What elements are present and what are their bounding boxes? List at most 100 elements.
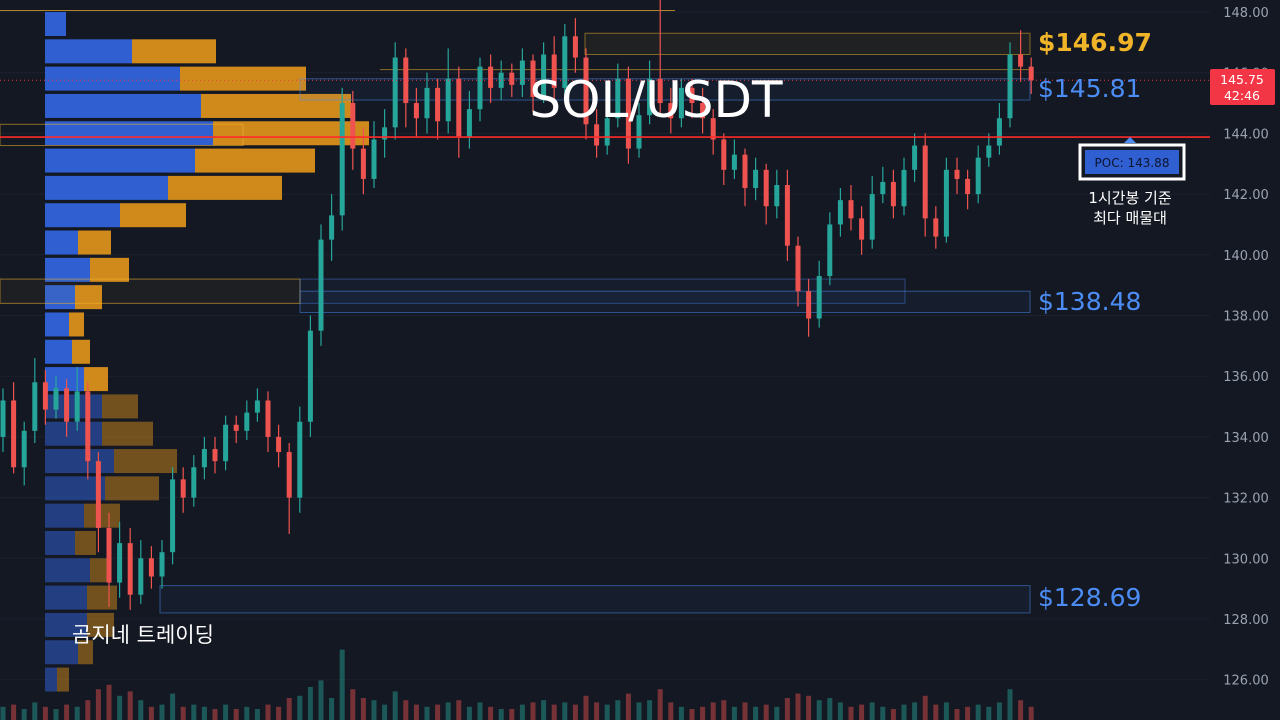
profile-bar-up-5 xyxy=(45,148,195,173)
volume-bar-63 xyxy=(668,702,674,720)
volume-bar-51 xyxy=(541,700,547,720)
candle-body-65 xyxy=(689,87,695,104)
profile-bar-up-24 xyxy=(45,667,57,692)
volume-bar-25 xyxy=(265,704,271,720)
candle-body-34 xyxy=(360,148,366,179)
candle-body-74 xyxy=(784,184,790,246)
zone-left-upper xyxy=(0,123,244,147)
candle-body-40 xyxy=(424,87,430,119)
profile-bar-down-17 xyxy=(105,476,159,501)
volume-bar-59 xyxy=(625,693,631,720)
candle-body-76 xyxy=(806,291,812,319)
candle-body-97 xyxy=(1028,66,1034,81)
candle-body-28 xyxy=(297,421,303,498)
candle-body-18 xyxy=(191,467,197,498)
candle-body-25 xyxy=(265,400,271,437)
volume-bar-9 xyxy=(95,689,101,720)
volume-bar-96 xyxy=(1018,700,1024,720)
volume-bar-46 xyxy=(488,706,494,720)
profile-bar-down-9 xyxy=(90,257,129,282)
volume-bar-38 xyxy=(403,700,409,720)
profile-bar-up-17 xyxy=(45,476,105,501)
volume-bar-85 xyxy=(901,704,907,720)
volume-bar-74 xyxy=(784,698,790,720)
volume-bar-54 xyxy=(572,704,578,720)
profile-bar-up-9 xyxy=(45,257,90,282)
candle-body-9 xyxy=(95,461,101,528)
candle-body-46 xyxy=(488,66,494,88)
y-tick-label-6: 138.00 xyxy=(1223,310,1269,325)
volume-bar-60 xyxy=(636,702,642,720)
volume-bar-73 xyxy=(774,706,780,720)
candle-body-64 xyxy=(678,87,684,119)
candle-body-45 xyxy=(477,66,483,110)
volume-bar-5 xyxy=(53,709,59,720)
profile-bar-up-19 xyxy=(45,530,75,555)
volume-bar-93 xyxy=(986,706,992,720)
candle-body-89 xyxy=(943,169,949,237)
candle-body-7 xyxy=(74,391,80,422)
volume-bar-12 xyxy=(127,691,133,720)
candle-body-75 xyxy=(795,245,801,292)
candle-body-29 xyxy=(307,330,313,422)
candle-body-57 xyxy=(604,118,610,146)
level-label-level-138-48: $138.48 xyxy=(1038,287,1141,316)
candle-body-41 xyxy=(435,87,441,122)
poc-note-line1: 1시간봉 기준 xyxy=(1088,189,1172,207)
volume-bar-77 xyxy=(816,700,822,720)
y-tick-label-11: 148.00 xyxy=(1223,6,1269,21)
volume-bar-62 xyxy=(657,689,663,720)
candle-body-1 xyxy=(11,400,17,468)
candle-body-62 xyxy=(657,78,663,104)
profile-bar-down-20 xyxy=(90,558,108,583)
volume-bar-78 xyxy=(827,698,833,720)
profile-bar-up-16 xyxy=(45,449,114,474)
volume-bar-10 xyxy=(106,684,112,720)
profile-bar-up-18 xyxy=(45,503,84,528)
candle-body-71 xyxy=(753,169,759,189)
zone-left-lower xyxy=(0,278,301,304)
profile-bar-up-23 xyxy=(45,640,78,665)
poc-note-line2: 최다 매물대 xyxy=(1093,209,1167,227)
candle-body-16 xyxy=(170,479,176,553)
candle-body-88 xyxy=(933,218,939,237)
level-label-level-145-81: $145.81 xyxy=(1038,74,1141,103)
volume-bar-68 xyxy=(721,700,727,720)
candle-body-61 xyxy=(647,78,653,116)
candle-body-78 xyxy=(827,224,833,277)
volume-bar-2 xyxy=(21,709,27,720)
candle-body-37 xyxy=(392,57,398,128)
volume-bar-27 xyxy=(286,698,292,720)
candle-body-33 xyxy=(350,103,356,149)
candle-body-10 xyxy=(106,527,112,583)
volume-bar-34 xyxy=(360,698,366,720)
volume-bar-86 xyxy=(912,702,918,720)
profile-bar-down-6 xyxy=(168,175,282,200)
candle-body-48 xyxy=(509,72,515,85)
profile-bar-up-12 xyxy=(45,339,72,364)
poc-label: POC: 143.88 xyxy=(1095,156,1170,170)
volume-bar-67 xyxy=(710,702,716,720)
volume-bar-8 xyxy=(85,700,91,720)
volume-bar-4 xyxy=(42,706,48,720)
candle-body-82 xyxy=(869,194,875,240)
volume-bar-22 xyxy=(233,709,239,720)
candle-body-42 xyxy=(445,78,451,122)
candle-body-26 xyxy=(276,436,282,453)
candle-body-21 xyxy=(223,424,229,462)
volume-profile xyxy=(45,12,369,692)
profile-bar-up-2 xyxy=(45,66,180,91)
candle-body-14 xyxy=(148,558,154,577)
volume-bar-33 xyxy=(350,689,356,720)
profile-bar-down-1 xyxy=(132,39,216,64)
volume-bar-47 xyxy=(498,709,504,720)
volume-bar-39 xyxy=(413,704,419,720)
level-zones xyxy=(0,9,1031,614)
profile-bar-up-3 xyxy=(45,93,201,118)
volume-bar-52 xyxy=(551,704,557,720)
profile-bar-down-16 xyxy=(114,449,177,474)
volume-bar-41 xyxy=(435,704,441,720)
volume-bar-64 xyxy=(678,706,684,720)
axis-background xyxy=(1210,0,1280,720)
